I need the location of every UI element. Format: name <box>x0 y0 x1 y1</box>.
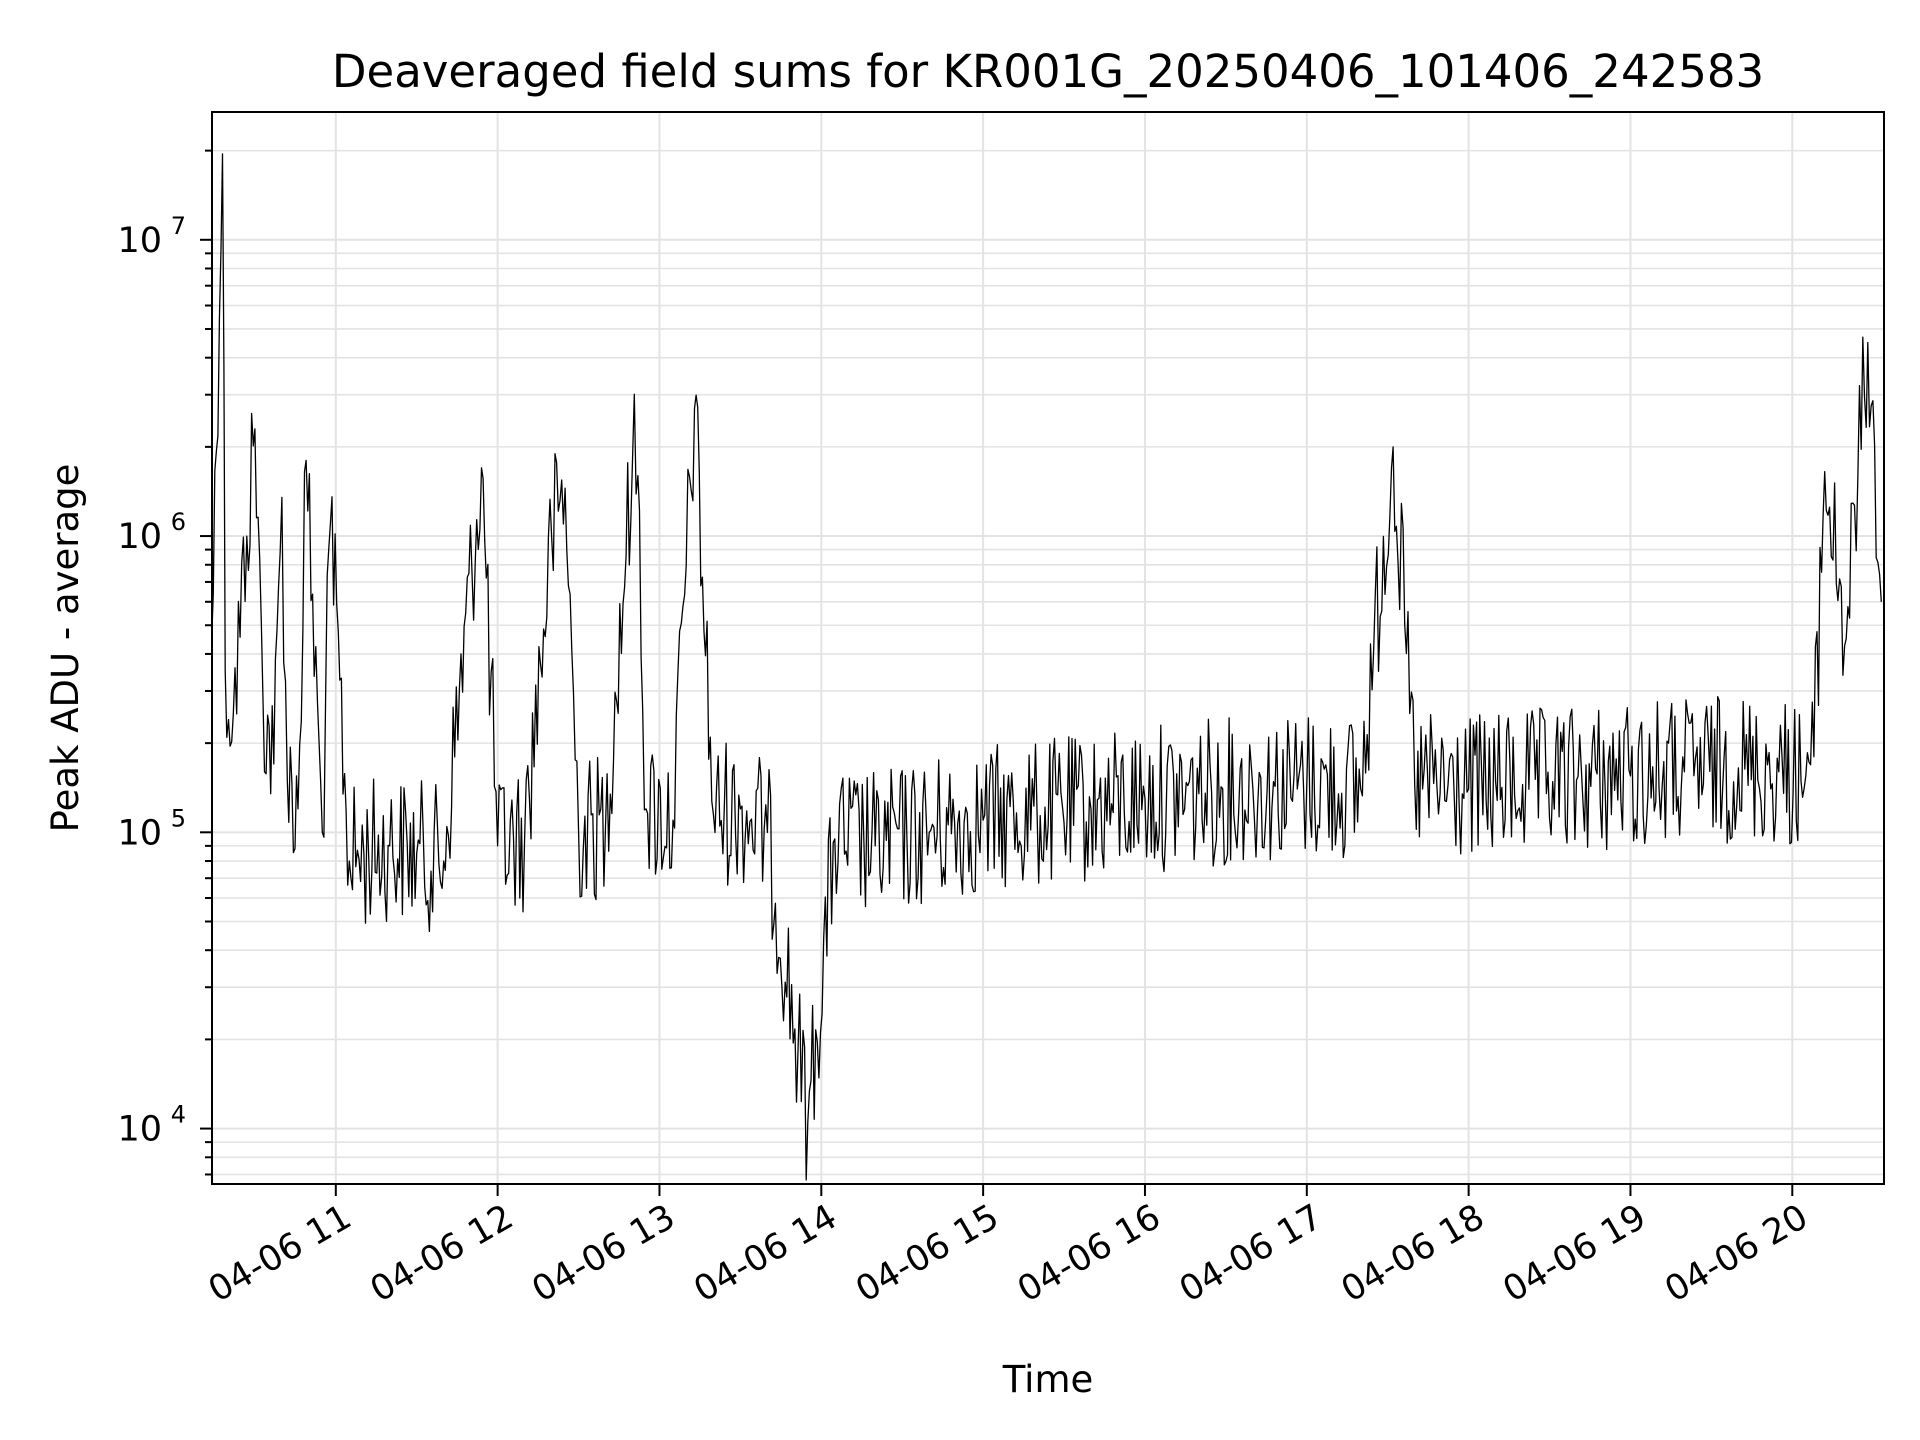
series-layer <box>211 153 1882 1181</box>
y-tick-exponent: 6 <box>171 508 186 536</box>
y-tick-label: 10 <box>117 1110 162 1150</box>
y-axis-label: Peak ADU - average <box>44 464 87 833</box>
y-tick-exponent: 4 <box>171 1101 186 1129</box>
series-line <box>211 153 1882 1181</box>
chart-title: Deaveraged field sums for KR001G_2025040… <box>332 45 1764 98</box>
y-tick-label: 10 <box>117 517 162 557</box>
x-axis-label: Time <box>1002 1358 1094 1401</box>
y-tick-exponent: 7 <box>171 212 186 240</box>
y-tick-label: 10 <box>117 221 162 261</box>
plot-frame <box>211 111 1885 1185</box>
grid <box>212 112 1884 1184</box>
y-tick-exponent: 5 <box>171 804 186 832</box>
y-tick-label: 10 <box>117 813 162 853</box>
